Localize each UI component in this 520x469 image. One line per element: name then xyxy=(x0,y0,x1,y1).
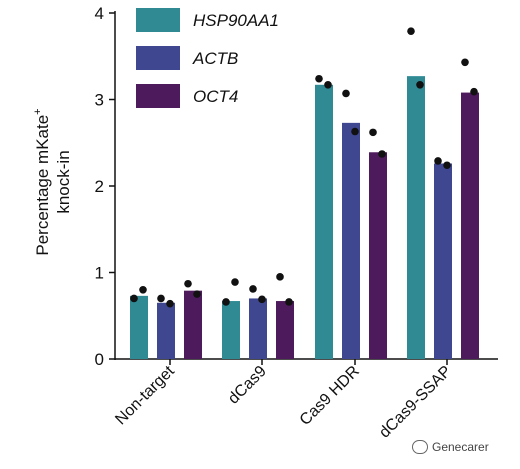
y-tick-label: 1 xyxy=(95,264,104,283)
bar-hsp90aa1-1 xyxy=(222,301,240,359)
replicate-dot xyxy=(369,128,377,137)
replicate-dots xyxy=(130,27,478,308)
replicate-dot xyxy=(351,127,359,136)
replicate-dot xyxy=(166,299,174,308)
replicate-dot xyxy=(285,298,293,306)
bar-actb-1 xyxy=(249,298,267,359)
bar-actb-0 xyxy=(157,302,175,359)
y-axis-label-line2: knock-in xyxy=(54,150,73,213)
bar-oct4-3 xyxy=(461,92,479,359)
y-tick-label: 0 xyxy=(95,350,104,369)
x-category-label: dCas9 xyxy=(225,363,270,408)
x-category-label: Non-target xyxy=(112,362,178,428)
replicate-dot xyxy=(416,80,424,89)
replicate-dot xyxy=(434,157,442,165)
replicate-dot xyxy=(342,89,350,98)
legend-label-hsp90aa1: HSP90AA1 xyxy=(193,11,279,30)
watermark-text: Genecarer xyxy=(432,440,489,454)
bars xyxy=(130,76,479,360)
replicate-dot xyxy=(461,58,469,67)
y-axis-label: Percentage mKate+ knock-in xyxy=(32,108,73,255)
x-axis-categories: Non-target dCas9 Cas9 HDR dCas9-SSAP xyxy=(112,362,454,441)
replicate-dot xyxy=(378,150,386,158)
replicate-dot xyxy=(139,286,147,294)
replicate-dot xyxy=(276,273,284,281)
bar-actb-3 xyxy=(434,163,452,359)
bar-hsp90aa1-2 xyxy=(315,84,333,360)
wechat-icon xyxy=(412,440,428,454)
x-category-label: Cas9 HDR xyxy=(297,363,363,429)
replicate-dot xyxy=(249,285,257,293)
replicate-dot xyxy=(193,290,201,298)
y-axis-label-superscript: + xyxy=(32,108,44,114)
replicate-dot xyxy=(184,279,192,288)
bar-hsp90aa1-3 xyxy=(407,76,425,360)
legend-label-oct4: OCT4 xyxy=(193,87,238,106)
replicate-dot xyxy=(157,294,165,303)
bar-hsp90aa1-0 xyxy=(130,295,148,359)
legend-swatch-hsp90aa1 xyxy=(136,8,180,32)
bar-oct4-0 xyxy=(184,290,202,359)
bar-actb-2 xyxy=(342,122,360,359)
svg-text:Percentage mKate+: Percentage mKate+ xyxy=(32,108,52,255)
replicate-dot xyxy=(443,161,451,170)
bar-oct4-2 xyxy=(369,152,387,359)
legend-label-actb: ACTB xyxy=(192,49,238,68)
replicate-dot xyxy=(407,27,415,35)
replicate-dot xyxy=(231,278,239,286)
replicate-dot xyxy=(130,294,138,303)
replicate-dot xyxy=(222,298,230,306)
y-tick-label: 4 xyxy=(95,4,104,23)
legend-swatch-oct4 xyxy=(136,84,180,108)
y-tick-label: 3 xyxy=(95,91,104,110)
watermark: Genecarer xyxy=(412,440,489,454)
bar-oct4-1 xyxy=(276,301,294,359)
replicate-dot xyxy=(470,87,478,96)
x-category-label: dCas9-SSAP xyxy=(376,363,455,442)
y-tick-label: 2 xyxy=(95,177,104,196)
replicate-dot xyxy=(324,80,332,89)
y-axis-label-line1: Percentage mKate xyxy=(33,115,52,256)
legend-swatch-actb xyxy=(136,46,180,70)
legend: HSP90AA1 ACTB OCT4 xyxy=(136,8,279,108)
replicate-dot xyxy=(315,74,323,83)
replicate-dot xyxy=(258,295,266,304)
